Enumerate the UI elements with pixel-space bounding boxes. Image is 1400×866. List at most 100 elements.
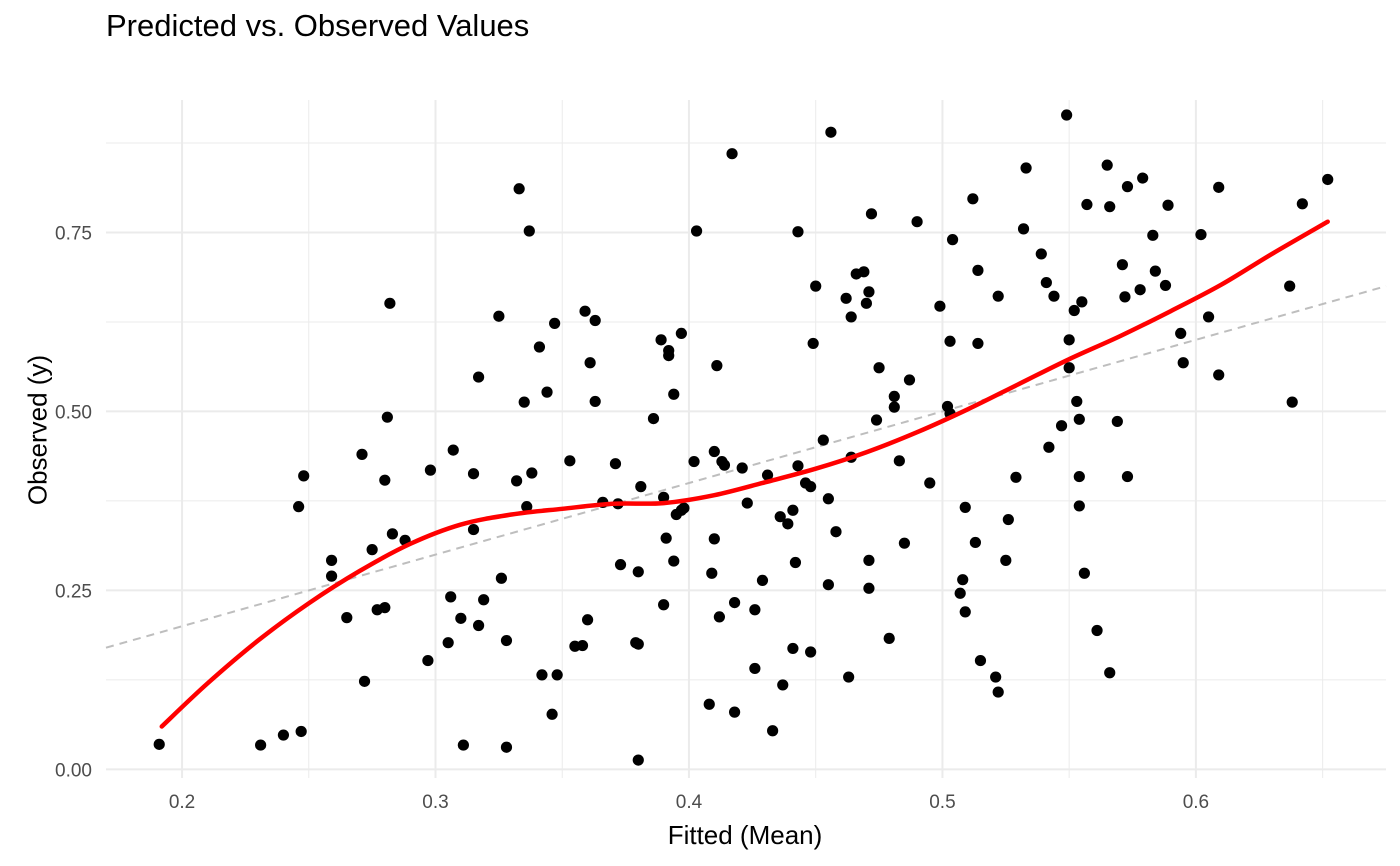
data-point <box>726 148 738 160</box>
x-tick-label: 0.4 <box>676 792 703 813</box>
data-point <box>521 501 533 513</box>
data-point <box>840 292 852 304</box>
data-point <box>513 183 525 195</box>
data-point <box>865 208 878 220</box>
x-axis-label: Fitted (Mean) <box>667 820 823 850</box>
data-point <box>1322 173 1334 186</box>
data-point <box>1073 470 1085 483</box>
data-point <box>366 544 378 556</box>
data-point <box>386 528 399 540</box>
data-point <box>1063 334 1075 346</box>
data-point <box>549 317 561 329</box>
data-point <box>478 594 490 606</box>
data-point <box>1286 396 1298 408</box>
data-point <box>893 455 905 467</box>
data-point <box>1119 291 1131 303</box>
data-point <box>749 604 761 616</box>
data-point <box>888 401 900 413</box>
data-point <box>888 390 900 403</box>
data-point <box>589 395 601 408</box>
data-point <box>688 455 700 468</box>
data-point <box>1116 259 1128 271</box>
data-point <box>445 591 457 603</box>
y-tick-label: 0.75 <box>55 223 92 244</box>
y-tick-label: 0.00 <box>55 760 92 781</box>
data-point <box>658 491 670 503</box>
data-point <box>792 460 804 472</box>
data-point <box>1284 280 1296 292</box>
data-point <box>660 532 672 544</box>
data-point <box>632 566 644 578</box>
data-point <box>576 639 589 652</box>
data-point <box>675 327 687 339</box>
data-point <box>863 286 875 298</box>
data-point <box>873 362 885 374</box>
data-point <box>860 297 872 309</box>
data-point <box>1296 198 1308 210</box>
data-point <box>1010 471 1022 483</box>
data-point <box>959 501 971 513</box>
data-point <box>1071 395 1083 408</box>
data-point <box>690 225 703 237</box>
data-point <box>1137 172 1149 184</box>
y-tick-labels: 0.00 0.25 0.50 0.75 <box>55 223 92 781</box>
data-point <box>293 501 305 513</box>
data-point <box>381 411 393 423</box>
data-point <box>1048 290 1060 302</box>
data-point <box>898 537 911 549</box>
data-point <box>384 297 396 309</box>
data-point <box>708 445 720 458</box>
data-point <box>533 341 546 353</box>
grid <box>106 100 1386 778</box>
data-point <box>655 334 667 346</box>
data-point <box>1081 198 1093 211</box>
data-point <box>1073 500 1085 512</box>
data-point <box>1177 357 1189 369</box>
data-point <box>969 536 981 549</box>
data-point <box>858 266 870 278</box>
y-axis-label: Observed (y) <box>22 354 53 506</box>
data-point <box>946 234 959 246</box>
x-tick-label: 0.5 <box>929 792 955 813</box>
data-point <box>708 533 720 545</box>
y-tick-label: 0.25 <box>55 581 92 602</box>
data-point <box>632 638 644 650</box>
data-point <box>706 567 718 579</box>
data-point <box>298 470 310 482</box>
data-point <box>1121 181 1134 193</box>
data-point <box>774 511 786 523</box>
data-point <box>972 264 984 276</box>
data-point <box>579 305 591 317</box>
data-point <box>992 290 1004 302</box>
data-point <box>749 662 761 675</box>
data-point <box>1111 415 1123 428</box>
data-point <box>647 412 660 425</box>
data-point <box>954 587 966 599</box>
data-point <box>830 526 842 538</box>
data-point <box>1159 279 1172 292</box>
data-point <box>581 614 594 626</box>
data-point <box>1063 362 1075 374</box>
data-point <box>500 741 513 753</box>
data-point <box>967 193 979 205</box>
data-point <box>424 464 437 476</box>
x-tick-label: 0.2 <box>169 792 195 813</box>
data-point <box>472 619 485 632</box>
data-point <box>1175 327 1187 339</box>
data-point <box>325 554 338 566</box>
data-point <box>632 754 644 766</box>
data-point <box>767 725 779 737</box>
data-point <box>959 606 971 618</box>
data-point <box>863 582 875 594</box>
data-point <box>972 337 984 350</box>
data-point <box>911 216 923 228</box>
data-point <box>518 396 530 408</box>
data-point <box>295 725 307 738</box>
data-point <box>924 477 936 489</box>
data-point <box>1040 276 1052 289</box>
data-point <box>341 612 353 624</box>
data-point <box>1020 162 1032 174</box>
data-point <box>1017 223 1030 235</box>
data-point <box>807 337 819 350</box>
